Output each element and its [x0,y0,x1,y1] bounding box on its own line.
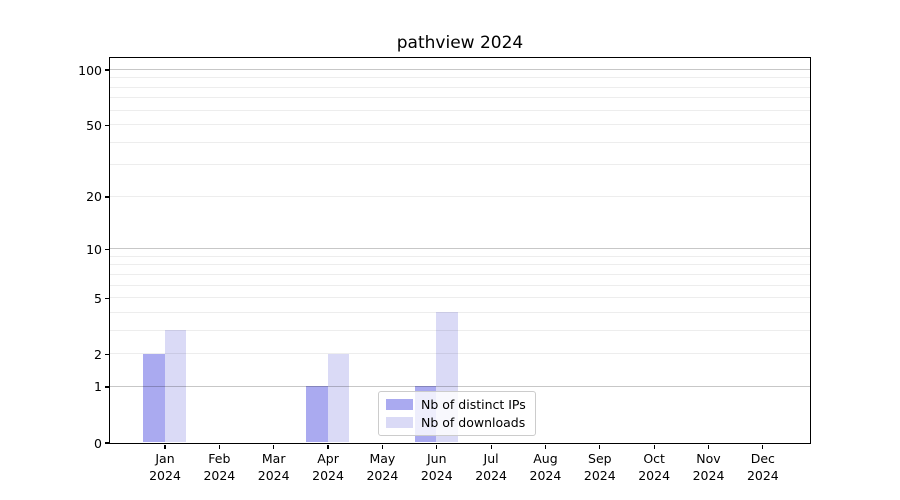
x-tick-year: 2024 [149,467,181,483]
x-tick-month: Jul [483,451,499,466]
y-tick-label: 20 [86,189,102,205]
bar-apr-downloads [327,353,350,443]
x-tick [707,444,710,449]
x-tick-label: Feb 2024 [188,451,250,484]
x-tick [164,444,166,449]
y-tick [104,248,109,250]
gridline-minor [109,77,810,79]
chart-title: pathview 2024 [396,33,524,53]
plot-area [108,56,811,444]
gridline-minor [109,109,810,111]
x-tick-year: 2024 [312,467,344,483]
gridline-minor [109,311,810,313]
legend-label-distinct-ips: Nb of distinct IPs [421,397,526,412]
bar-jan-distinct-ips [143,353,165,443]
gridline-minor [109,86,810,88]
x-tick-label: Mar 2024 [243,451,305,484]
x-tick-month: Apr [317,451,339,466]
gridline-minor [109,353,810,355]
x-tick [273,444,275,449]
legend-item-downloads: Nb of downloads [386,415,526,430]
y-tick [104,69,109,71]
gridline-minor [109,97,810,99]
x-tick-month: Oct [643,451,665,466]
x-tick-year: 2024 [638,467,671,483]
x-tick [490,444,492,449]
x-tick [381,444,383,449]
x-tick-label: Aug 2024 [514,451,576,484]
y-tick-label: 10 [86,241,102,257]
bar-jan-downloads [164,330,186,443]
gridline-major [109,385,810,387]
legend-item-distinct-ips: Nb of distinct IPs [386,397,526,412]
x-tick-month: Dec [750,451,775,466]
x-tick-label: Jul 2024 [460,451,522,484]
x-tick [327,444,329,449]
x-tick-month: Feb [208,451,231,466]
x-tick-year: 2024 [583,467,616,483]
y-tick [104,353,109,355]
x-tick [218,444,220,449]
y-tick [104,196,109,198]
x-tick [599,444,601,449]
gridline-minor [109,329,810,331]
y-tick-label: 0 [94,435,102,451]
y-tick [104,442,109,444]
legend-label-downloads: Nb of downloads [421,415,526,430]
legend-swatch-downloads [386,417,413,428]
x-tick-year: 2024 [257,467,290,483]
x-tick [762,444,764,449]
gridline-minor [109,264,810,266]
bar-apr-distinct-ips [306,386,328,443]
legend-swatch-distinct-ips [386,399,413,410]
gridline-minor [109,195,810,197]
x-tick-label: Jun 2024 [406,451,468,484]
x-tick-month: Sep [588,451,612,466]
x-tick-month: Jan [155,451,175,466]
x-tick-month: Jun [426,451,447,466]
x-tick-month: May [369,451,396,466]
y-tick-label: 1 [94,379,102,395]
legend: Nb of distinct IPs Nb of downloads [378,391,536,436]
y-tick [104,386,109,388]
x-tick-month: Nov [696,451,721,466]
y-tick-label: 100 [78,62,102,78]
y-tick-label: 50 [86,117,102,133]
x-tick [544,444,547,449]
gridline-minor [109,273,810,275]
x-tick-year: 2024 [366,467,399,483]
x-tick-month: Aug [533,451,558,466]
x-tick-label: Jan 2024 [134,451,196,484]
x-tick-label: Oct 2024 [623,451,685,484]
x-tick-label: Nov 2024 [678,451,740,484]
gridline-minor [109,141,810,143]
x-tick-month: Mar [261,451,286,466]
gridline-minor [109,124,810,126]
x-tick-label: Apr 2024 [297,451,359,484]
x-tick-year: 2024 [746,467,779,483]
y-tick-label: 2 [94,346,102,362]
gridline-minor [109,164,810,166]
y-tick [104,297,109,299]
x-tick-label: Sep 2024 [569,451,631,484]
gridline-major [109,69,810,70]
x-tick-year: 2024 [692,467,725,483]
plot-inner [109,58,810,443]
y-tick-label: 5 [94,290,102,306]
y-tick [104,124,109,126]
x-tick [436,444,438,449]
x-tick-year: 2024 [475,467,507,483]
gridline-minor [109,297,810,299]
x-tick [653,444,655,449]
gridline-minor [109,284,810,286]
x-tick-label: May 2024 [351,451,413,484]
gridline-minor [109,255,810,257]
x-tick-year: 2024 [529,467,562,483]
x-tick-year: 2024 [203,467,236,483]
x-tick-label: Dec 2024 [732,451,794,484]
gridline-major [109,248,810,250]
x-tick-year: 2024 [420,467,453,483]
